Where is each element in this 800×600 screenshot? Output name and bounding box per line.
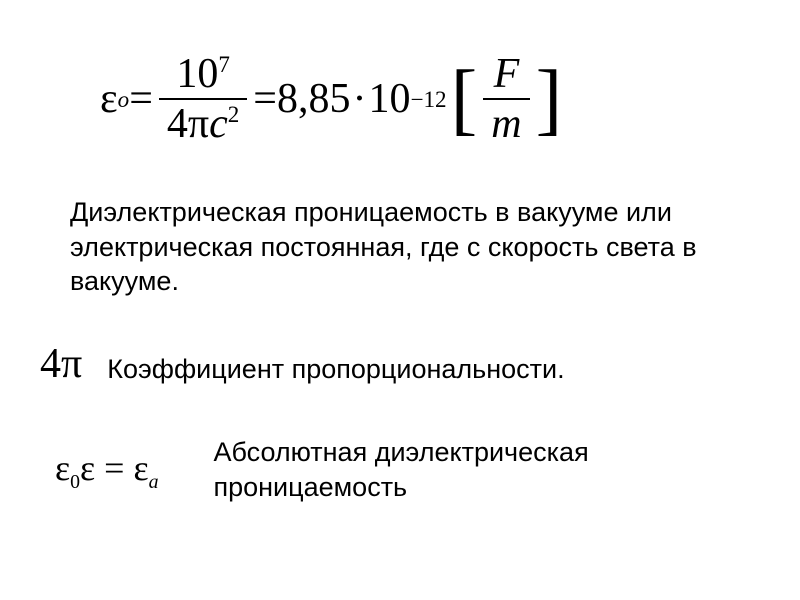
subscript-o: o <box>118 86 130 113</box>
numerator-1: 107 <box>159 50 247 98</box>
description-absolute: Абсолютная диэлектрическая проницаемость <box>213 435 663 504</box>
description-proportionality: Коэффициент пропорциональности. <box>107 344 727 385</box>
bracket-right: ] <box>536 59 563 139</box>
fraction-1: 107 4πc2 <box>159 50 247 148</box>
unit-fraction: F m <box>483 50 529 148</box>
unit-F: F <box>483 50 529 98</box>
slide: εo = 107 4πc2 = 8,85 · 10−12 [ F m ] Диэ… <box>0 0 800 600</box>
row-proportionality: 4π Коэффициент пропорциональности. <box>40 340 727 388</box>
unit-bracket: [ F m ] <box>451 50 563 148</box>
value-mantissa: 8,85 <box>277 75 351 123</box>
bracket-left: [ <box>451 59 478 139</box>
denominator-1: 4πc2 <box>159 98 247 148</box>
row-absolute: ε0ε = εa Абсолютная диэлектрическая прон… <box>55 435 663 504</box>
formula-epsilon-zero: εo = 107 4πc2 = 8,85 · 10−12 [ F m ] <box>100 50 562 148</box>
epsilon-symbol: ε <box>100 75 118 123</box>
equals-2: = <box>253 75 277 123</box>
value-base: 10 <box>368 75 410 123</box>
four-pi-symbol: 4π <box>40 340 82 388</box>
formula-absolute-permittivity: ε0ε = εa <box>55 435 158 494</box>
unit-m: m <box>483 98 529 148</box>
description-permittivity: Диэлектрическая проницаемость в вакууме … <box>70 195 710 299</box>
value-exp: −12 <box>410 86 446 113</box>
mult-dot: · <box>350 75 368 123</box>
equals-1: = <box>129 75 153 123</box>
